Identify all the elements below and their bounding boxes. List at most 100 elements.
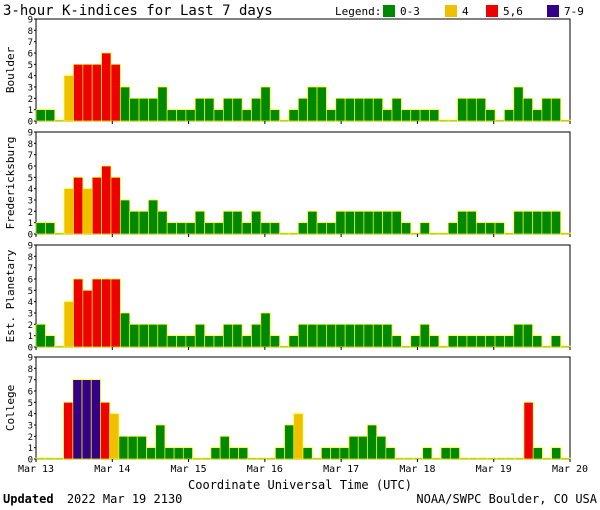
k-index-bar [148, 97, 159, 122]
k-index-bar [228, 447, 239, 460]
y-tick-label: 6 [28, 50, 33, 60]
k-index-bar [307, 323, 318, 348]
k-index-bar [176, 222, 187, 235]
k-index-bar [550, 210, 561, 235]
y-tick-label: 2 [28, 321, 33, 331]
k-index-bar [232, 323, 243, 348]
k-index-bar [166, 222, 177, 235]
k-index-bar [251, 210, 262, 235]
k-index-bar [302, 447, 313, 460]
k-index-bar [494, 119, 505, 122]
k-index-bar [297, 222, 309, 235]
k-index-bar [119, 312, 131, 348]
k-index-bar [223, 210, 234, 235]
k-index-bar [401, 345, 412, 348]
k-index-bar [485, 109, 496, 122]
k-index-bar [485, 335, 496, 348]
y-tick-label: 6 [28, 388, 33, 398]
y-tick-label: 4 [28, 410, 33, 420]
k-index-bar [335, 323, 346, 348]
k-index-bar [541, 210, 552, 235]
k-index-bar [541, 345, 552, 348]
k-index-bar [157, 323, 168, 348]
k-index-bar [119, 86, 131, 122]
k-index-bar [560, 232, 571, 235]
k-index-bar [275, 447, 285, 460]
k-index-bar [326, 109, 337, 122]
k-index-bar [82, 289, 93, 348]
x-tick-label: Mar 17 [323, 464, 359, 475]
k-index-bar [330, 447, 341, 460]
x-tick-label: Mar 16 [247, 464, 283, 475]
k-index-bar [447, 335, 458, 348]
k-index-bar [447, 119, 458, 122]
k-index-bar [223, 323, 234, 348]
k-index-bar [247, 457, 258, 460]
k-index-bar [523, 401, 534, 460]
k-index-bar [91, 278, 102, 348]
k-index-bar [265, 457, 276, 460]
k-index-bar [410, 232, 421, 235]
y-tick-label: 2 [28, 95, 33, 105]
k-index-bar [63, 188, 74, 235]
k-index-bar [419, 109, 430, 122]
k-index-bar [475, 335, 487, 348]
k-index-bar [204, 97, 215, 122]
k-index-bar [119, 199, 131, 235]
k-index-bar [241, 109, 252, 122]
k-index-bar [344, 210, 355, 235]
y-tick-label: 7 [28, 151, 33, 161]
y-tick-label: 2 [28, 433, 33, 443]
k-index-bar [127, 435, 138, 460]
k-index-bar [532, 447, 543, 460]
k-index-bar [213, 222, 224, 235]
k-index-bar [504, 335, 515, 348]
k-index-bar [72, 379, 83, 460]
k-index-bar [429, 335, 440, 348]
k-index-bar [251, 323, 262, 348]
k-index-bar [326, 222, 337, 235]
panel: 0 123 456 789 Est. Planetary [4, 242, 571, 354]
k-index-bar [513, 323, 524, 348]
legend-item-label: 7-9 [564, 5, 584, 18]
k-index-bar [354, 97, 365, 122]
k-index-bar [219, 435, 230, 460]
k-index-bar [391, 210, 402, 235]
k-index-bar [146, 447, 157, 460]
x-tick-label: Mar 14 [94, 464, 130, 475]
chart-title: 3-hour K-indices for Last 7 days [3, 3, 273, 19]
k-index-bar [307, 86, 318, 122]
k-index-bar [494, 222, 505, 235]
y-tick-label: 5 [28, 287, 33, 297]
k-index-bar [403, 457, 414, 460]
k-index-bar [101, 52, 112, 122]
y-tick-label: 6 [28, 276, 33, 286]
k-index-bar [316, 323, 327, 348]
k-index-bar [129, 210, 140, 235]
k-index-bar [176, 335, 187, 348]
k-index-bar [288, 109, 299, 122]
k-index-bar [129, 323, 140, 348]
k-index-bar [288, 335, 299, 348]
k-index-bar [486, 457, 497, 460]
k-index-bar [241, 222, 252, 235]
k-index-bar [466, 335, 477, 348]
k-index-bar [138, 97, 149, 122]
k-index-bar [335, 210, 346, 235]
k-index-bar [91, 63, 102, 122]
k-index-bar [194, 97, 205, 122]
k-index-bar [382, 323, 393, 348]
k-index-bar [213, 109, 224, 122]
k-index-bar [223, 97, 234, 122]
k-index-bar [335, 97, 346, 122]
k-index-bar [357, 435, 368, 460]
k-index-bar [194, 323, 205, 348]
k-index-bar [284, 424, 295, 460]
k-index-bar [110, 63, 121, 122]
k-index-bar [391, 335, 402, 348]
panel-station-label: Boulder [4, 46, 17, 93]
k-index-bar [35, 109, 46, 122]
k-index-bar [475, 97, 487, 122]
k-index-bar [316, 222, 327, 235]
